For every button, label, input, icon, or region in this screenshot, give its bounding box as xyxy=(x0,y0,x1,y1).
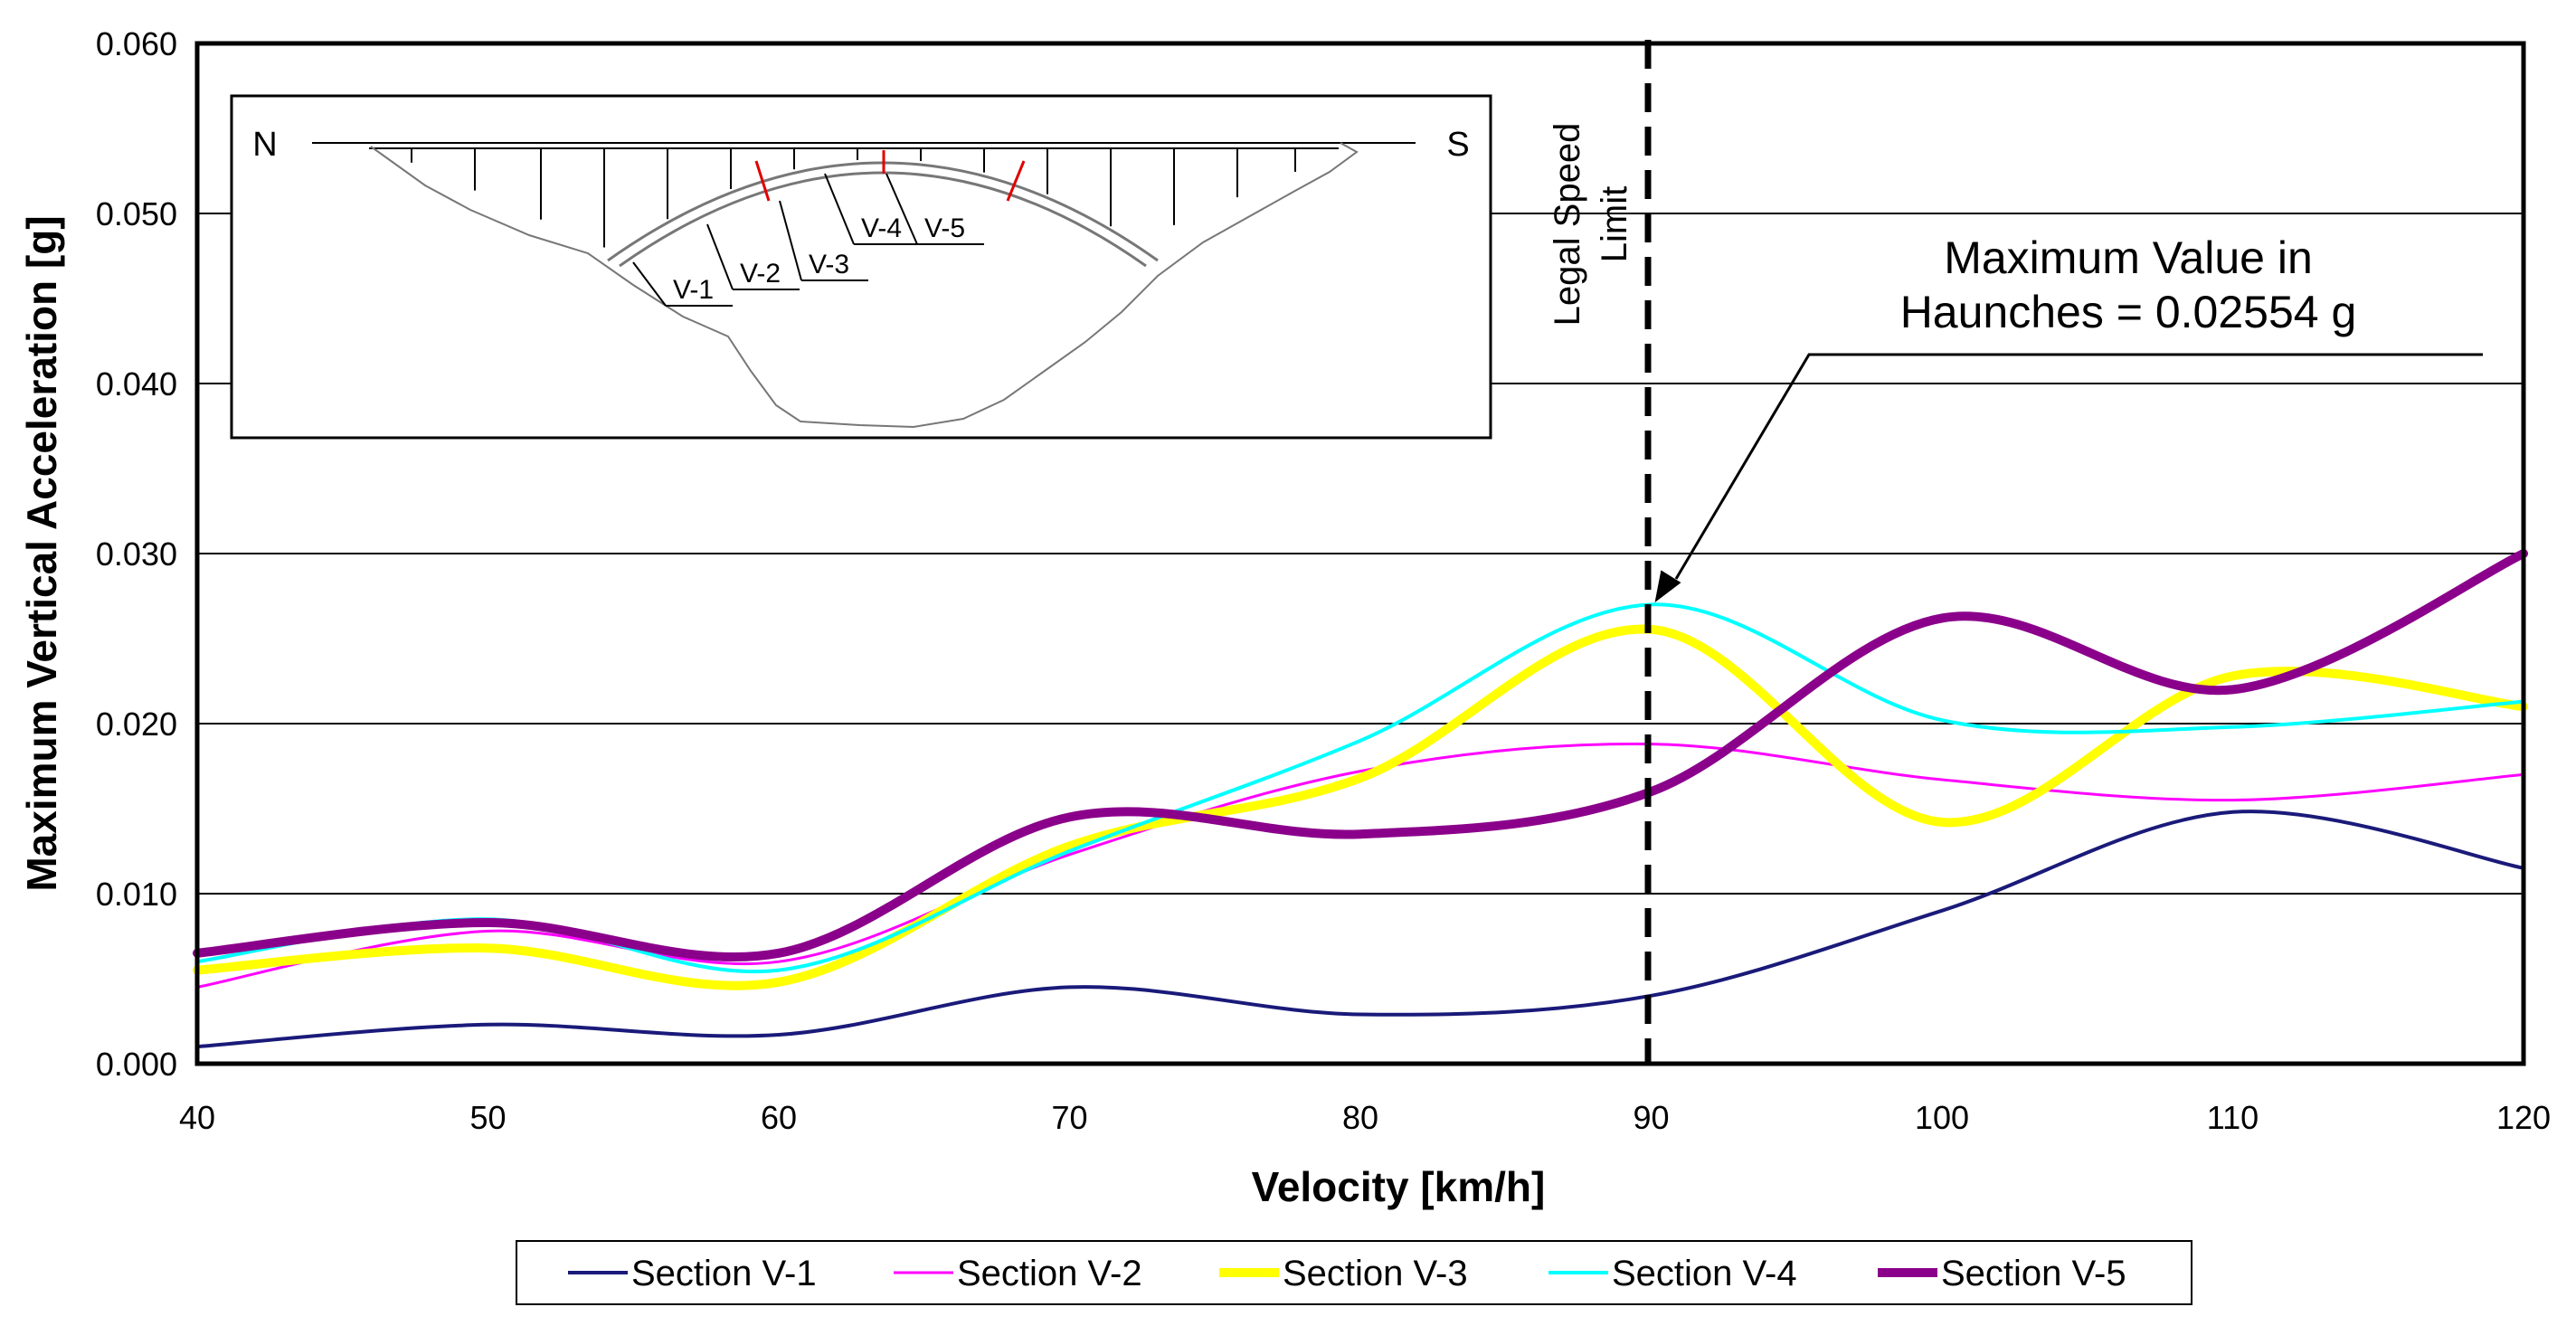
y-tick-label: 0.040 xyxy=(96,365,177,403)
legend-label: Section V-1 xyxy=(631,1254,817,1293)
legend-label: Section V-4 xyxy=(1612,1254,1797,1293)
bridge-inset: N S V-1 V-2 V-3 V-4 V-5 xyxy=(230,94,1492,440)
y-tick-label: 0.030 xyxy=(96,535,177,573)
section-label: V-4 xyxy=(861,213,902,243)
x-tick-label: 110 xyxy=(2207,1099,2259,1136)
section-pointer xyxy=(779,200,802,281)
series-layer xyxy=(193,549,2528,1049)
x-tick-label: 100 xyxy=(1915,1099,1969,1136)
valley-profile xyxy=(370,142,1359,429)
x-tick-label: 50 xyxy=(469,1099,506,1136)
inset-south-label: S xyxy=(1446,126,1469,164)
y-tick-label: 0.050 xyxy=(96,195,177,232)
inset-frame xyxy=(230,94,1492,440)
y-tick-label: 0.000 xyxy=(96,1046,177,1083)
annotation-leader-line xyxy=(1674,353,2483,580)
x-tick-label: 80 xyxy=(1342,1099,1378,1136)
x-tick-label: 90 xyxy=(1633,1099,1669,1136)
series-line-v5 xyxy=(193,549,2528,962)
section-label: V-5 xyxy=(924,213,965,243)
legend-items: Section V-1 Section V-2 Section V-3 Section… xyxy=(568,1254,2126,1293)
legend-label: Section V-5 xyxy=(1941,1254,2126,1293)
x-tick-labels: 40 50 60 70 80 90 100 110 120 xyxy=(179,1099,2551,1136)
section-marker-3 xyxy=(1006,160,1026,202)
x-tick-label: 60 xyxy=(761,1099,797,1136)
section-label: V-3 xyxy=(809,250,849,279)
x-tick-label: 120 xyxy=(2496,1099,2551,1136)
x-tick-label: 40 xyxy=(179,1099,215,1136)
annotation-arrowhead xyxy=(1654,570,1681,603)
section-labels: V-1 V-2 V-3 V-4 V-5 xyxy=(632,173,984,307)
section-pointer xyxy=(706,223,734,290)
series-line-v1 xyxy=(195,810,2525,1049)
legend: Section V-1 Section V-2 Section V-3 Section… xyxy=(516,1240,2192,1305)
y-axis-title: Maximum Vertical Acceleration [g] xyxy=(18,215,65,891)
x-tick-label: 70 xyxy=(1051,1099,1087,1136)
legend-label: Section V-3 xyxy=(1283,1254,1468,1293)
annotation-line2: Haunches = 0.02554 g xyxy=(1900,287,2357,337)
y-tick-labels: 0.000 0.010 0.020 0.030 0.040 0.050 0.060 xyxy=(96,25,177,1083)
legal-speed-limit-label-line2: Limit xyxy=(1595,186,1634,262)
y-tick-label: 0.060 xyxy=(96,25,177,62)
legal-speed-limit-label-line1: Legal Speed xyxy=(1548,123,1587,327)
section-label: V-1 xyxy=(673,275,714,305)
series-line-v3 xyxy=(193,624,2528,990)
legend-label: Section V-2 xyxy=(957,1254,1142,1293)
annotation-line1: Maximum Value in xyxy=(1944,232,2313,283)
y-tick-label: 0.020 xyxy=(96,706,177,743)
plot-border xyxy=(194,41,2526,1066)
x-axis-title: Velocity [km/h] xyxy=(1252,1163,1546,1210)
section-label: V-2 xyxy=(740,259,781,289)
section-pointer xyxy=(632,261,667,307)
section-marker-1 xyxy=(754,160,771,202)
section-pointer xyxy=(886,173,918,245)
inset-north-label: N xyxy=(252,126,277,164)
series-line-v2 xyxy=(195,742,2525,989)
bridge-columns xyxy=(411,148,1296,248)
y-tick-label: 0.010 xyxy=(96,876,177,913)
section-pointer xyxy=(824,173,855,245)
